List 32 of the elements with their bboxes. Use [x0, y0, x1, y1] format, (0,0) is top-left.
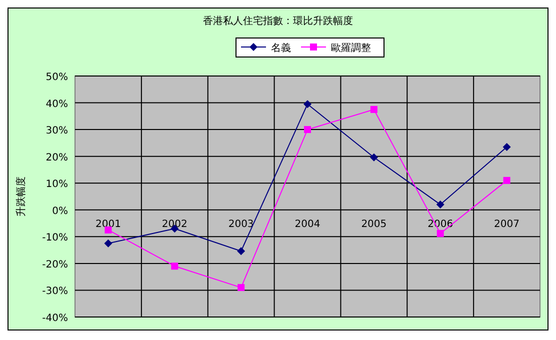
- point: [238, 284, 245, 292]
- point: [171, 262, 178, 270]
- point: [436, 200, 444, 209]
- x-tick-label: 2005: [361, 218, 387, 230]
- x-tick-label: 2004: [294, 218, 320, 230]
- point: [304, 126, 311, 134]
- point: [304, 100, 312, 108]
- legend-label: 歐羅調整: [331, 42, 371, 54]
- y-axis-title: 升跌幅度: [15, 176, 27, 216]
- y-tick-label: -20%: [42, 259, 68, 270]
- point: [503, 176, 510, 184]
- x-tick-label: 2007: [494, 218, 520, 230]
- point: [436, 230, 444, 237]
- x-tick-label: 2002: [162, 218, 188, 230]
- point: [237, 247, 246, 256]
- y-tick-label: 40%: [46, 98, 68, 110]
- y-tick-label: -30%: [42, 286, 68, 298]
- y-tick-label: 30%: [46, 126, 68, 137]
- y-tick-label: 0%: [52, 206, 68, 217]
- point: [104, 239, 112, 248]
- x-tick-label: 2003: [228, 218, 254, 230]
- legend-label: 名義: [271, 42, 291, 54]
- x-tick-label: 2001: [95, 218, 121, 230]
- y-tick-label: 50%: [46, 72, 68, 83]
- y-tick-label: -10%: [42, 232, 68, 244]
- y-tick-label: 10%: [46, 179, 68, 190]
- y-tick-label: 20%: [46, 152, 68, 164]
- point: [370, 106, 378, 113]
- chart-title: 香港私人住宅指數：環比升跌幅度: [203, 15, 353, 27]
- point: [370, 153, 378, 162]
- point: [502, 142, 511, 151]
- y-tick-label: -40%: [42, 313, 68, 324]
